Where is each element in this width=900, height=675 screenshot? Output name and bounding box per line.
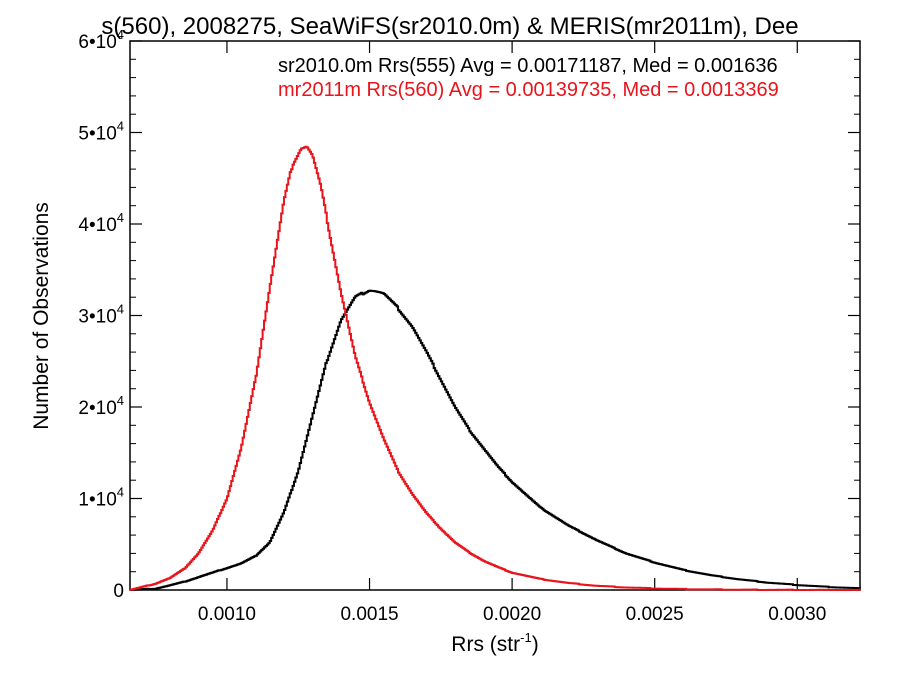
y-tick-mantissa: 4•10 bbox=[78, 215, 116, 236]
x-tick-label: 0.0020 bbox=[483, 604, 541, 625]
plot-frame bbox=[129, 40, 861, 591]
series-layer bbox=[130, 145, 861, 591]
x-axis-label: Rrs (str-1) bbox=[451, 630, 538, 656]
y-tick-label: 1•104 bbox=[78, 485, 124, 511]
y-tick-mantissa: 5•10 bbox=[78, 124, 116, 145]
x-axis-label-sup: -1 bbox=[520, 630, 532, 645]
y-tick-exponent: 4 bbox=[117, 27, 124, 42]
x-tick-label: 0.0015 bbox=[340, 604, 398, 625]
legend-annotations: sr2010.0m Rrs(555) Avg = 0.00171187, Med… bbox=[278, 55, 779, 101]
y-tick-label: 2•104 bbox=[78, 393, 124, 419]
y-tick-mantissa: 3•10 bbox=[78, 307, 116, 328]
y-axis-label: Number of Observations bbox=[30, 202, 53, 430]
y-tick-label: 4•104 bbox=[78, 210, 124, 236]
annotation-line-2: mr2011m Rrs(560) Avg = 0.00139735, Med =… bbox=[278, 79, 779, 101]
y-tick-mantissa: 0 bbox=[113, 581, 124, 602]
y-tick-exponent: 4 bbox=[117, 210, 124, 225]
y-tick-exponent: 4 bbox=[117, 393, 124, 408]
y-tick-exponent: 4 bbox=[117, 119, 124, 134]
y-tick-exponent: 4 bbox=[117, 485, 124, 500]
x-axis: 0.0010 0.0015 0.0020 0.0025 0.0030 bbox=[198, 41, 826, 625]
x-tick-label: 0.0025 bbox=[626, 604, 684, 625]
x-axis-label-tail: ) bbox=[532, 633, 539, 656]
series-line-black bbox=[130, 289, 861, 591]
y-tick-mantissa: 6•10 bbox=[78, 32, 116, 53]
y-tick-mantissa: 2•10 bbox=[78, 398, 116, 419]
chart-title: s(560), 2008275, SeaWiFS(sr2010.0m) & ME… bbox=[101, 13, 798, 40]
y-tick-mantissa: 1•10 bbox=[78, 490, 116, 511]
annotation-line-1: sr2010.0m Rrs(555) Avg = 0.00171187, Med… bbox=[278, 55, 778, 77]
x-tick-label: 0.0030 bbox=[768, 604, 826, 625]
x-axis-label-main: Rrs (str bbox=[451, 633, 520, 656]
y-tick-exponent: 4 bbox=[117, 302, 124, 317]
x-tick-label: 0.0010 bbox=[198, 604, 256, 625]
y-tick-label: 6•104 bbox=[78, 27, 124, 53]
y-tick-label: 3•104 bbox=[78, 302, 124, 328]
y-tick-label: 0 bbox=[113, 581, 124, 602]
series-line-red bbox=[130, 145, 861, 591]
y-tick-label: 5•104 bbox=[78, 119, 124, 145]
